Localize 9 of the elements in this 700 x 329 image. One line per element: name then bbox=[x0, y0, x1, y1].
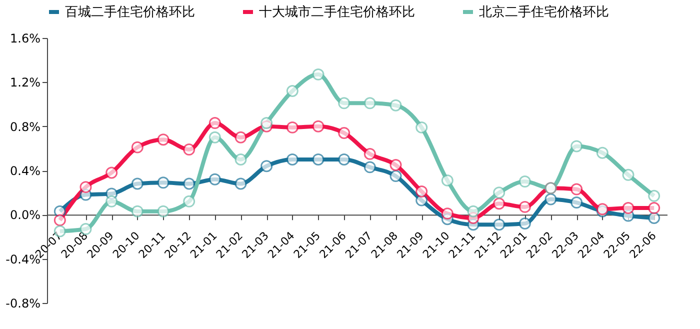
y-tick-label: -0.8% bbox=[6, 296, 40, 310]
legend-label: 北京二手住宅价格环比 bbox=[479, 4, 609, 20]
legend-label: 百城二手住宅价格环比 bbox=[65, 4, 195, 20]
y-tick-label: 0.8% bbox=[10, 120, 40, 134]
y-tick-label: 0.4% bbox=[10, 164, 40, 178]
y-tick-label: 1.2% bbox=[10, 76, 40, 90]
y-tick-label: 0.0% bbox=[10, 208, 40, 222]
y-tick-label: 1.6% bbox=[10, 32, 40, 46]
legend-label: 十大城市二手住宅价格环比 bbox=[259, 4, 415, 20]
